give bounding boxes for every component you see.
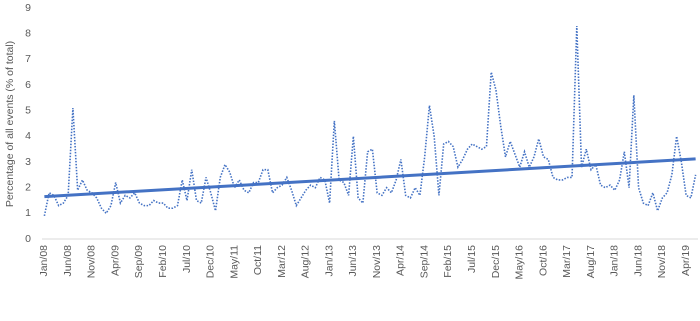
y-tick-label: 7 — [25, 53, 31, 65]
x-tick-label: Apr/14 — [395, 245, 407, 276]
data-line — [43, 25, 697, 217]
x-tick-label: May/11 — [228, 245, 240, 279]
y-tick-label: 4 — [25, 130, 31, 142]
y-tick-label: 8 — [25, 27, 31, 39]
x-tick-label: May/16 — [514, 245, 526, 280]
x-tick-label: Jun/08 — [62, 245, 74, 277]
x-tick-label: Feb/15 — [442, 245, 454, 278]
x-tick-label: Sep/14 — [418, 245, 430, 278]
x-tick-label: Feb/10 — [157, 245, 169, 278]
y-tick-label: 5 — [25, 104, 31, 116]
y-tick-label: 0 — [25, 233, 31, 245]
x-tick-label: Aug/12 — [300, 245, 312, 278]
x-tick-label: Apr/19 — [680, 245, 692, 276]
x-tick-label: Dec/10 — [205, 245, 217, 278]
trend-line — [44, 157, 696, 199]
x-tick-label: Apr/09 — [109, 245, 121, 276]
x-tick-label: Sep/09 — [133, 245, 145, 278]
x-tick-label: Jun/13 — [347, 245, 359, 277]
x-tick-label: Oct/16 — [537, 245, 549, 276]
x-tick-label: Dec/15 — [490, 245, 502, 278]
y-tick-label: 6 — [25, 79, 31, 91]
y-tick-label: 3 — [25, 156, 31, 168]
y-axis-title: Percentage of all events (% of total) — [4, 41, 16, 207]
x-tick-label: Nov/18 — [656, 245, 668, 278]
y-tick-label: 1 — [25, 207, 31, 219]
x-tick-label: Jul/15 — [466, 245, 478, 273]
x-tick-label: Mar/17 — [561, 245, 573, 278]
x-tick-label: Jan/18 — [609, 245, 621, 277]
x-tick-label: Jul/10 — [181, 245, 193, 273]
x-tick-label: Nov/08 — [86, 245, 98, 278]
y-tick-label: 2 — [25, 181, 31, 193]
y-tick-label: 9 — [25, 2, 31, 14]
x-tick-label: Jan/13 — [323, 245, 335, 277]
x-tick-label: Nov/13 — [371, 245, 383, 278]
x-tick-label: Jan/08 — [38, 245, 50, 277]
x-tick-label: Aug/17 — [585, 245, 597, 278]
x-tick-label: Jun/18 — [632, 245, 644, 277]
x-tick-label: Oct/11 — [252, 245, 264, 275]
x-tick-label: Mar/12 — [276, 245, 288, 278]
